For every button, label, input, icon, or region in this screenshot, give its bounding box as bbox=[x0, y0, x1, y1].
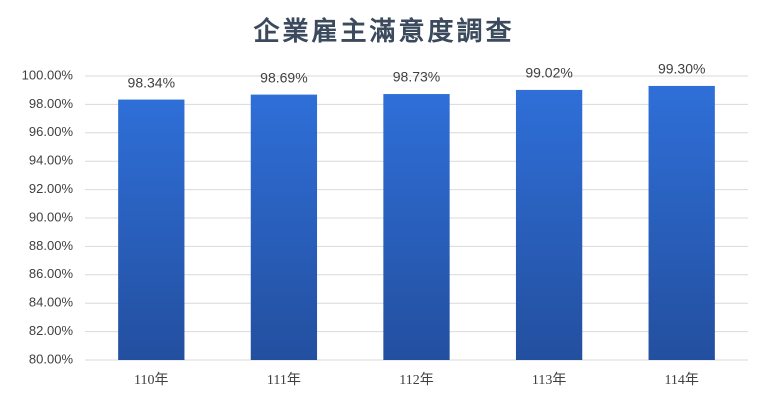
y-tick-label: 92.00% bbox=[29, 181, 74, 196]
bar bbox=[383, 94, 450, 360]
data-label: 99.30% bbox=[658, 61, 705, 77]
y-tick-label: 88.00% bbox=[29, 238, 74, 253]
bar bbox=[515, 89, 583, 360]
data-label: 98.69% bbox=[260, 69, 307, 85]
y-tick-label: 82.00% bbox=[29, 323, 74, 338]
bar bbox=[648, 85, 715, 360]
y-tick-label: 86.00% bbox=[29, 266, 74, 281]
data-label: 98.73% bbox=[393, 69, 440, 85]
x-tick-label: 112年 bbox=[399, 372, 433, 388]
bar bbox=[250, 94, 318, 361]
bar bbox=[118, 99, 185, 361]
y-tick-label: 94.00% bbox=[29, 153, 74, 168]
chart-title: 企業雇主滿意度調查 bbox=[253, 16, 514, 46]
y-tick-label: 84.00% bbox=[29, 295, 74, 310]
data-label: 99.02% bbox=[525, 65, 572, 81]
x-tick-label: 111年 bbox=[267, 372, 301, 388]
y-tick-label: 80.00% bbox=[29, 351, 74, 366]
x-tick-label: 114年 bbox=[664, 372, 698, 388]
x-tick-label: 113年 bbox=[532, 372, 566, 388]
y-tick-label: 98.00% bbox=[29, 96, 74, 111]
data-label: 98.34% bbox=[128, 74, 175, 90]
y-tick-label: 96.00% bbox=[29, 124, 74, 139]
y-tick-label: 100.00% bbox=[22, 67, 74, 82]
x-tick-label: 110年 bbox=[134, 372, 168, 388]
y-tick-label: 90.00% bbox=[29, 209, 74, 224]
